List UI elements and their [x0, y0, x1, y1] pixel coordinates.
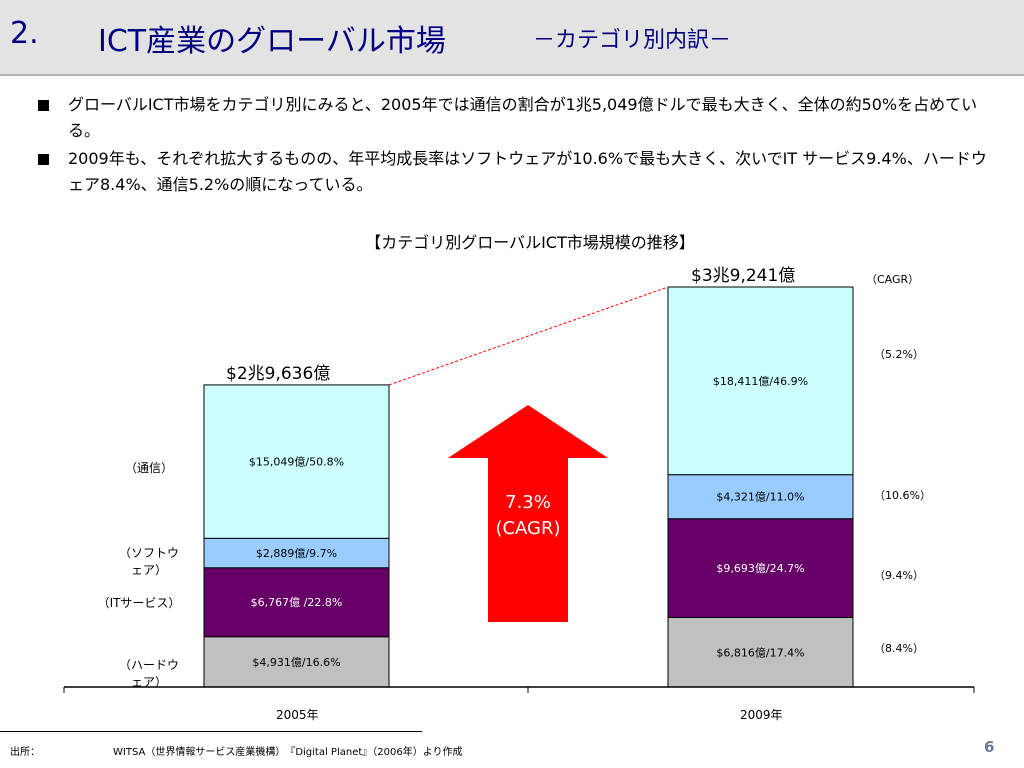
segment-value-label: $6,767億 /22.8% [251, 596, 343, 609]
bullet-square-icon [38, 100, 49, 111]
segment-value-label: $18,411億/46.9% [713, 375, 808, 388]
chart-title: 【カテゴリ別グローバルICT市場規模の推移】 [365, 233, 695, 252]
footer-divider [0, 731, 422, 732]
page-number: 6 [984, 738, 995, 756]
cagr-telecom: （5.2%） [874, 348, 924, 361]
header-divider [0, 74, 1024, 76]
bullet-list: グローバルICT市場をカテゴリ別にみると、2005年では通信の割合が1兆5,04… [38, 92, 998, 200]
category-label-hardware: （ハードウェア） [118, 658, 179, 689]
cagr-header: （CAGR） [866, 273, 920, 286]
bullet-text: グローバルICT市場をカテゴリ別にみると、2005年では通信の割合が1兆5,04… [68, 95, 978, 140]
bar-segment [667, 617, 854, 688]
segment-value-label: $4,321億/11.0% [716, 491, 804, 504]
bar-segment [667, 286, 854, 476]
cagr-it-services: （9.4%） [874, 569, 924, 582]
bullet-item: 2009年も、それぞれ拡大するものの、年平均成長率はソフトウェアが10.6%で最… [38, 146, 998, 198]
bar-segment [203, 384, 390, 539]
total-label-2009: $3兆9,241億 [691, 266, 796, 286]
title-number: 2. [10, 16, 39, 51]
source-label: 出所： [10, 747, 40, 758]
category-label-telecom: （通信） [124, 461, 173, 475]
growth-connector-line [388, 286, 669, 386]
cagr-software: （10.6%） [874, 489, 931, 502]
bullet-item: グローバルICT市場をカテゴリ別にみると、2005年では通信の割合が1兆5,04… [38, 92, 998, 144]
slide-subtitle: －カテゴリ別内訳－ [533, 28, 732, 53]
segment-value-label: $9,693億/24.7% [716, 562, 804, 575]
year-label-2009: 2009年 [740, 708, 783, 722]
total-label-2005: $2兆9,636億 [226, 364, 331, 384]
cagr-hardware: （8.4%） [874, 642, 924, 655]
segment-value-label: $4,931億/16.6% [252, 656, 340, 669]
bullet-text: 2009年も、それぞれ拡大するものの、年平均成長率はソフトウェアが10.6%で最… [68, 149, 987, 194]
bar-segment [203, 537, 390, 569]
segment-value-label: $2,889億/9.7% [256, 547, 337, 560]
bar-segment [667, 474, 854, 520]
category-label-it-services: （ITサービス） [97, 596, 181, 610]
source-text: WITSA（世界情報サービス産業機構） 『Digital Planet』（200… [113, 747, 463, 758]
segment-value-label: $6,816億/17.4% [716, 646, 804, 659]
bullet-square-icon [38, 154, 49, 165]
arrow-cagr-label: 7.3% (CAGR) [495, 492, 561, 539]
slide-header [0, 0, 1024, 74]
growth-arrow-icon [448, 405, 608, 622]
bar-segment [203, 567, 390, 638]
slide-title: ICT産業のグローバル市場 [98, 24, 446, 59]
bar-segment [203, 636, 390, 688]
year-label-2005: 2005年 [276, 708, 319, 722]
segment-value-label: $15,049億/50.8% [249, 456, 344, 469]
category-label-software: （ソフトウェア） [118, 546, 179, 577]
